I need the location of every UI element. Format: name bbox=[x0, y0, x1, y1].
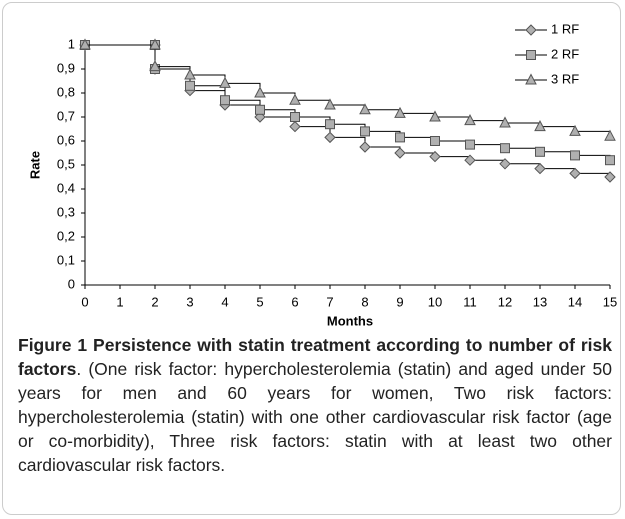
y-axis-label: Rate bbox=[27, 151, 42, 179]
marker bbox=[359, 141, 371, 153]
marker bbox=[499, 158, 511, 170]
marker bbox=[569, 124, 581, 136]
y-tick-label: 0,3 bbox=[57, 204, 75, 219]
series-line bbox=[85, 44, 611, 177]
marker bbox=[430, 136, 440, 146]
marker bbox=[534, 162, 546, 175]
marker bbox=[525, 24, 537, 36]
x-tick-label: 8 bbox=[361, 294, 368, 309]
marker bbox=[219, 76, 231, 88]
legend-label: 1 RF bbox=[551, 21, 579, 36]
caption: Figure 1 Persistence with statin treatme… bbox=[18, 333, 612, 477]
marker bbox=[605, 155, 615, 166]
marker bbox=[220, 95, 230, 106]
legend-label: 2 RF bbox=[551, 46, 579, 61]
marker bbox=[324, 131, 336, 144]
marker bbox=[535, 146, 545, 157]
marker bbox=[184, 68, 196, 80]
marker bbox=[500, 143, 510, 154]
marker bbox=[526, 50, 536, 60]
marker bbox=[185, 80, 195, 91]
y-tick-label: 0,9 bbox=[57, 60, 75, 75]
y-tick-label: 0 bbox=[68, 276, 75, 291]
x-axis-label: Months bbox=[327, 313, 373, 328]
y-tick-label: 0,1 bbox=[57, 252, 75, 267]
figure-frame bbox=[2, 2, 621, 515]
y-tick-label: 0,8 bbox=[57, 84, 75, 99]
marker bbox=[570, 150, 580, 161]
marker bbox=[429, 150, 441, 163]
marker bbox=[289, 93, 301, 105]
x-tick-label: 12 bbox=[498, 294, 512, 309]
x-tick-label: 9 bbox=[396, 294, 403, 309]
y-tick-label: 0,6 bbox=[57, 132, 75, 147]
y-tick-label: 0,5 bbox=[57, 156, 75, 171]
marker bbox=[499, 116, 511, 128]
caption-title: Persistence with statin treatment accord… bbox=[18, 335, 612, 379]
caption-text: . (One risk factor: hypercholesterolemia… bbox=[18, 359, 612, 475]
legend-label: 3 RF bbox=[551, 71, 579, 86]
marker bbox=[395, 132, 405, 143]
marker bbox=[569, 167, 581, 180]
marker bbox=[289, 120, 301, 133]
series-line bbox=[85, 44, 611, 161]
marker bbox=[604, 129, 616, 141]
y-tick-label: 1 bbox=[68, 36, 75, 51]
x-tick-label: 13 bbox=[533, 294, 547, 309]
marker bbox=[254, 86, 266, 98]
marker bbox=[394, 106, 406, 118]
marker bbox=[255, 104, 265, 115]
marker bbox=[325, 119, 335, 130]
x-tick-label: 5 bbox=[256, 294, 263, 309]
marker bbox=[149, 38, 161, 50]
x-tick-label: 0 bbox=[81, 294, 88, 309]
x-tick-label: 15 bbox=[603, 294, 617, 309]
marker bbox=[464, 114, 476, 126]
marker bbox=[604, 171, 616, 183]
marker bbox=[465, 139, 475, 150]
marker bbox=[429, 110, 441, 122]
x-tick-label: 4 bbox=[221, 294, 228, 309]
x-tick-label: 6 bbox=[291, 294, 298, 309]
marker bbox=[534, 120, 546, 132]
caption-label: Figure 1 bbox=[18, 335, 88, 355]
y-tick-label: 0,4 bbox=[57, 180, 75, 195]
marker bbox=[360, 126, 370, 137]
x-tick-label: 10 bbox=[428, 294, 442, 309]
marker bbox=[394, 147, 406, 159]
x-tick-label: 11 bbox=[463, 294, 477, 309]
marker bbox=[359, 103, 371, 115]
y-tick-label: 0,2 bbox=[57, 228, 75, 243]
marker bbox=[464, 154, 476, 166]
x-tick-label: 7 bbox=[326, 294, 333, 309]
x-tick-label: 3 bbox=[186, 294, 193, 309]
marker bbox=[290, 112, 300, 122]
marker bbox=[149, 60, 161, 72]
x-tick-label: 14 bbox=[568, 294, 582, 309]
x-tick-label: 1 bbox=[116, 294, 123, 309]
y-tick-label: 0,7 bbox=[57, 108, 75, 123]
marker bbox=[525, 73, 537, 85]
marker bbox=[79, 38, 91, 50]
x-tick-label: 2 bbox=[151, 294, 158, 309]
marker bbox=[324, 98, 336, 110]
chart: Rate Months 0 0,1 0,2 0,3 0,4 0,5 0,6 0,7 0,8 0,9… bbox=[27, 21, 617, 328]
